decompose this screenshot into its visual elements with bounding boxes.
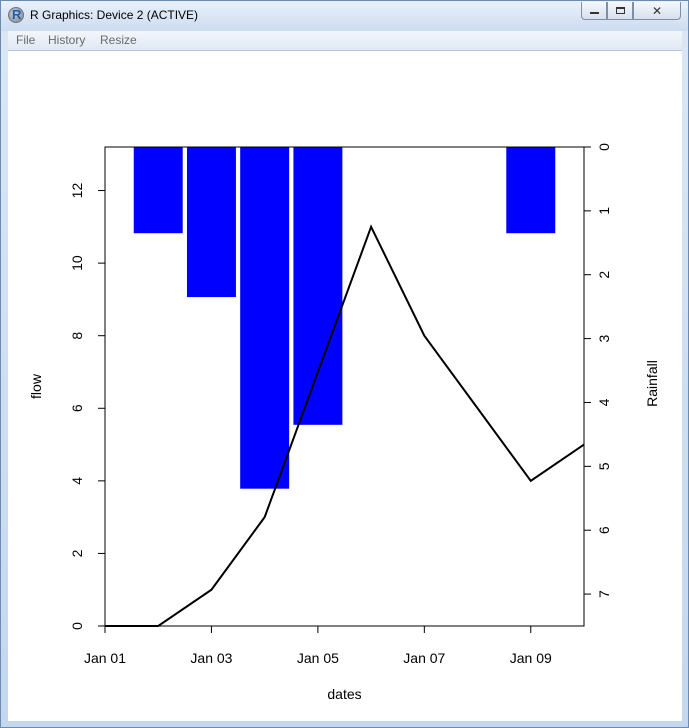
x-tick-label: Jan 05 [297,650,339,666]
window-title: R Graphics: Device 2 (ACTIVE) [30,8,199,22]
menu-item-resize[interactable]: Resize [100,33,137,47]
right-y-tick-label: 1 [596,207,612,215]
left-y-tick-label: 6 [69,404,85,412]
right-y-tick-label: 0 [596,143,612,151]
menu-item-history[interactable]: History [48,33,86,47]
x-tick-label: Jan 03 [190,650,232,666]
x-tick-label: Jan 01 [84,650,126,666]
right-y-tick-label: 6 [596,526,612,534]
right-y-tick-label: 2 [596,271,612,279]
x-axis-title: dates [327,686,361,702]
r-logo-letter: R [12,7,22,22]
right-y-tick-label: 7 [596,590,612,598]
r-logo-icon: R [8,7,24,23]
right-y-tick-label: 4 [596,398,612,406]
left-y-tick-label: 2 [69,549,85,557]
x-tick-label: Jan 09 [510,650,552,666]
rainfall-bar [186,147,236,298]
title-bar[interactable]: R R Graphics: Device 2 (ACTIVE) ✕ [1,1,688,31]
x-tick-label: Jan 07 [403,650,445,666]
left-y-tick-label: 4 [69,477,85,485]
menu-bar: File History Resize [8,31,682,51]
left-y-tick-label: 8 [69,332,85,340]
flow-rainfall-chart: Jan 01 Jan 03 Jan 05 Jan 07 Jan 09 dates 0 2 4 6 8… [28,143,660,702]
right-y-axis-title: Rainfall [644,360,660,407]
left-y-axis-title: flow [28,373,44,399]
right-y-tick-label: 5 [596,462,612,470]
flow-line [105,224,585,627]
left-y-tick-label: 0 [69,622,85,630]
rainfall-bar [133,147,183,234]
rainfall-bar [506,147,556,234]
menu-item-file[interactable]: File [16,33,36,47]
minimize-button[interactable] [581,2,607,20]
close-icon: ✕ [651,3,663,18]
rainfall-bar [240,147,290,489]
right-y-tick-label: 3 [596,334,612,342]
close-button[interactable]: ✕ [633,2,681,20]
left-y-tick-label: 10 [69,255,85,271]
rainfall-bar [293,147,343,425]
plot-canvas: Jan 01 Jan 03 Jan 05 Jan 07 Jan 09 dates 0 2 4 6 8… [8,51,682,721]
minimize-icon [589,12,599,14]
maximize-icon [615,7,625,14]
maximize-button[interactable] [607,2,633,20]
left-y-tick-label: 12 [69,183,85,199]
